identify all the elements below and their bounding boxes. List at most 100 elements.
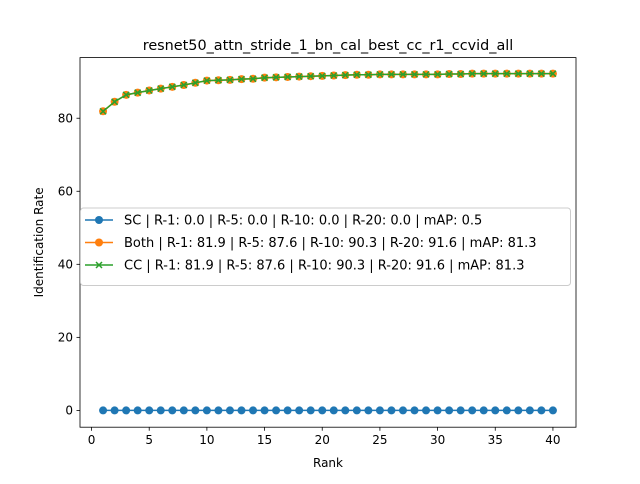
marker-stroke [387, 70, 395, 78]
marker-stroke [330, 71, 338, 80]
x-tick-label: 20 [315, 433, 330, 447]
marker-stroke [307, 72, 315, 80]
y-tick-label: 80 [58, 112, 73, 126]
marker-stroke [480, 70, 488, 78]
data-point-x-marker [387, 70, 395, 78]
data-point [133, 406, 142, 415]
marker-stroke [157, 85, 165, 93]
data-point-x-marker [99, 107, 107, 115]
legend-label: Both | R-1: 81.9 | R-5: 87.6 | R-10: 90.… [124, 236, 537, 251]
data-point [341, 406, 350, 415]
data-point-x-marker [537, 70, 545, 78]
data-point-x-marker [526, 70, 534, 78]
marker-stroke [353, 71, 361, 79]
data-point [479, 406, 488, 415]
marker-stroke [457, 70, 465, 78]
data-point-x-marker [457, 70, 465, 78]
chart-title: resnet50_attn_stride_1_bn_cal_best_cc_r1… [143, 38, 514, 54]
data-point-x-marker [480, 70, 488, 78]
data-point [283, 406, 292, 415]
data-point-x-marker [514, 70, 522, 78]
marker-stroke [295, 73, 303, 81]
data-point-x-marker [145, 86, 153, 94]
marker-stroke [111, 98, 119, 106]
data-point [110, 406, 119, 415]
marker-stroke [341, 71, 349, 79]
data-point-x-marker [376, 70, 384, 78]
legend-marker-stroke [95, 261, 103, 269]
data-point-x-marker [284, 73, 292, 81]
data-point [225, 406, 234, 415]
marker-stroke [364, 71, 372, 79]
marker-stroke [203, 77, 211, 85]
data-point-x-marker [307, 72, 315, 80]
data-point-x-marker [272, 73, 280, 81]
marker-stroke [434, 70, 442, 78]
data-point-x-marker [341, 71, 349, 79]
data-point [548, 406, 557, 415]
data-point-x-marker [445, 70, 453, 78]
marker-stroke [226, 76, 234, 84]
data-point-x-marker [111, 98, 119, 106]
data-point-x-marker [399, 70, 407, 78]
data-point [99, 406, 108, 415]
marker-stroke [145, 86, 153, 94]
plot-area [99, 69, 557, 415]
data-point [260, 406, 269, 415]
marker-stroke [376, 70, 384, 78]
marker-stroke [422, 70, 430, 78]
y-tick-label: 40 [58, 258, 73, 272]
marker-stroke [214, 76, 222, 84]
marker-stroke [526, 70, 534, 78]
series-line-2 [102, 72, 553, 112]
marker-stroke [134, 89, 142, 97]
data-point [456, 406, 465, 415]
marker-stroke [122, 91, 130, 99]
marker-stroke [514, 70, 522, 78]
data-point-x-marker [422, 70, 430, 78]
x-tick-label: 30 [430, 433, 445, 447]
y-tick-label: 0 [65, 404, 73, 418]
data-point [491, 406, 500, 415]
marker-stroke [261, 74, 269, 82]
data-point [525, 406, 534, 415]
marker-stroke [399, 70, 407, 78]
data-point-x-marker [364, 71, 372, 79]
x-tick-label: 40 [545, 433, 560, 447]
marker-stroke [549, 70, 557, 78]
data-point-x-marker [330, 71, 338, 80]
data-point [272, 406, 281, 415]
data-point [295, 406, 304, 415]
data-point [433, 406, 442, 415]
data-point [237, 406, 246, 415]
x-tick-label: 25 [372, 433, 387, 447]
data-point-x-marker [191, 79, 199, 87]
legend-label: CC | R-1: 81.9 | R-5: 87.6 | R-10: 90.3 … [124, 259, 524, 274]
marker-stroke [445, 70, 453, 78]
data-point [410, 406, 419, 415]
data-point [352, 406, 361, 415]
data-point [502, 406, 511, 415]
marker-stroke [468, 70, 476, 78]
legend-marker [95, 238, 103, 247]
y-tick-label: 60 [58, 185, 73, 199]
data-point-x-marker [249, 75, 257, 83]
y-tick-label: 20 [58, 331, 73, 345]
data-point-x-marker [434, 70, 442, 78]
marker-stroke [503, 70, 511, 78]
data-point [398, 406, 407, 415]
data-point [514, 406, 523, 415]
data-point [445, 406, 454, 415]
data-point-x-marker [410, 70, 419, 78]
data-point [179, 406, 188, 415]
x-tick-label: 10 [199, 433, 214, 447]
data-point [145, 406, 154, 415]
data-point [214, 406, 223, 415]
data-point [156, 406, 165, 415]
marker-stroke [491, 70, 499, 78]
data-point [329, 406, 338, 415]
marker-stroke [237, 75, 246, 83]
data-point-x-marker [468, 70, 476, 78]
